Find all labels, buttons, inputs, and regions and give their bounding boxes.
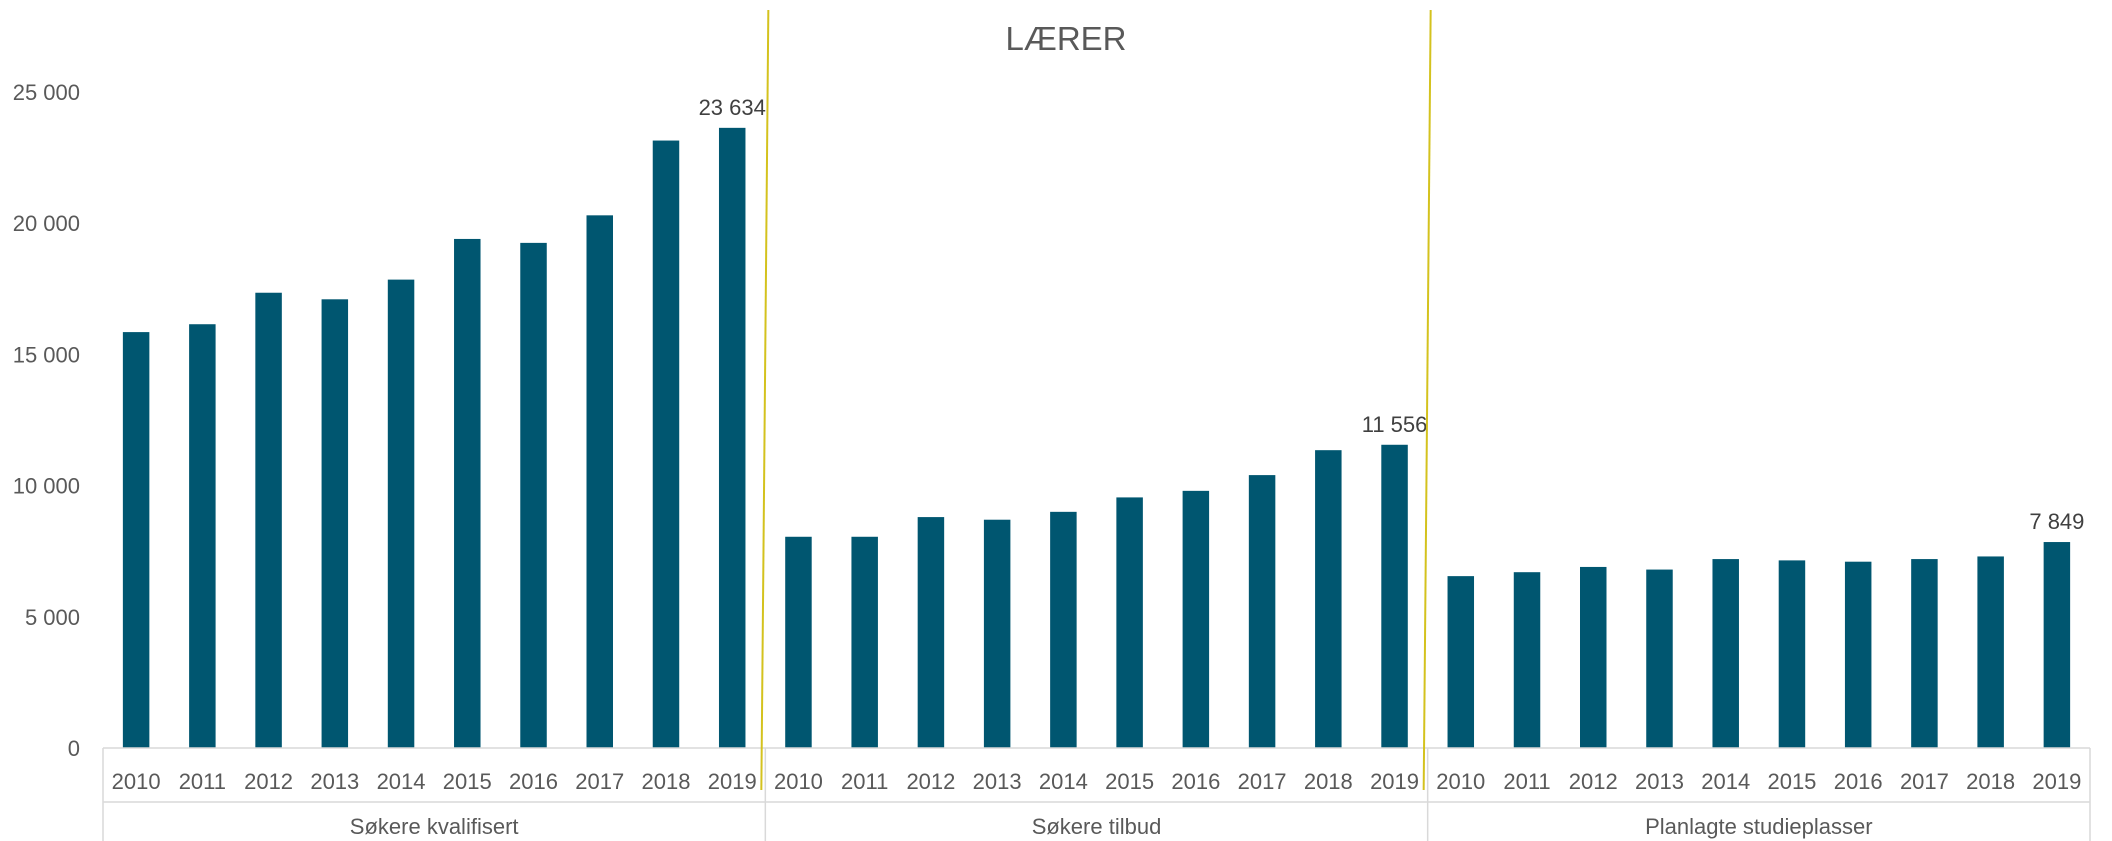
bar (1646, 569, 1673, 748)
x-tick-label: 2013 (973, 769, 1022, 794)
x-tick-label: 2016 (1834, 769, 1883, 794)
x-tick-label: 2011 (1503, 769, 1550, 794)
bar (1050, 511, 1077, 748)
bar (520, 242, 547, 748)
x-tick-label: 2012 (1569, 769, 1618, 794)
bars: 23 634 11 556 7 849 (122, 95, 2084, 748)
y-tick-label: 5 000 (25, 605, 80, 630)
group-dividers (760, 9, 1432, 791)
x-tick-label: 2011 (841, 769, 888, 794)
y-tick-label: 15 000 (13, 342, 80, 367)
bar (718, 127, 746, 748)
y-tick-label: 0 (68, 736, 80, 761)
x-tick-label: 2019 (1370, 769, 1419, 794)
data-label: 11 556 (1362, 412, 1428, 437)
y-tick-label: 25 000 (13, 80, 80, 105)
data-label: 23 634 (699, 95, 766, 120)
x-tick-label: 2014 (1701, 769, 1750, 794)
bar (785, 536, 812, 748)
group-label: Søkere tilbud (1032, 814, 1162, 839)
bar (1447, 576, 1475, 748)
bar (387, 279, 415, 748)
group-label: Søkere kvalifisert (350, 814, 519, 839)
y-tick-label: 20 000 (13, 211, 80, 236)
x-axis: 2010 2011 2012 2013 2014 2015 2016 2017 2018 2019… (102, 747, 2091, 841)
bar (1248, 475, 1276, 748)
group-divider-line (1422, 9, 1432, 791)
x-tick-label: 2015 (443, 769, 492, 794)
bar (586, 215, 613, 748)
x-tick-label: 2017 (1238, 769, 1287, 794)
x-tick-label: 2019 (708, 769, 757, 794)
y-axis: 0 5 000 10 000 15 000 20 000 25 000 (13, 80, 80, 761)
group-divider-line (760, 9, 770, 791)
bar (1116, 497, 1143, 748)
bar (917, 517, 945, 748)
x-tick-label: 2011 (179, 769, 226, 794)
group-label: Planlagte studieplasser (1645, 814, 1872, 839)
bar (1977, 556, 2004, 748)
x-tick-label: 2010 (774, 769, 823, 794)
bar (1182, 490, 1210, 748)
chart-title: LÆRER (1005, 20, 1126, 57)
bar (1911, 559, 1938, 748)
x-tick-label: 2013 (310, 769, 359, 794)
bar (1315, 450, 1342, 748)
y-tick-label: 10 000 (13, 474, 80, 499)
bar (122, 332, 150, 748)
x-tick-label: 2017 (1900, 769, 1949, 794)
bar (1580, 566, 1607, 748)
bar (983, 519, 1011, 748)
x-tick-label: 2010 (1436, 769, 1485, 794)
x-tick-label: 2012 (244, 769, 293, 794)
x-tick-label: 2010 (112, 769, 161, 794)
x-tick-label: 2014 (377, 769, 426, 794)
bar (652, 140, 680, 748)
x-tick-label: 2013 (1635, 769, 1684, 794)
bar (1712, 559, 1739, 748)
x-tick-label: 2015 (1767, 769, 1816, 794)
x-tick-label: 2019 (2032, 769, 2081, 794)
bar (1844, 561, 1872, 748)
bar (2043, 542, 2071, 748)
bar (1778, 560, 1806, 748)
x-tick-label: 2016 (1171, 769, 1220, 794)
bar (454, 238, 481, 748)
x-tick-label: 2017 (575, 769, 624, 794)
bar (189, 324, 216, 748)
x-tick-label: 2012 (906, 769, 955, 794)
bar (321, 299, 349, 748)
bar (255, 292, 282, 748)
bar (1381, 444, 1408, 748)
x-tick-label: 2016 (509, 769, 558, 794)
data-label: 7 849 (2029, 509, 2084, 534)
x-tick-label: 2018 (642, 769, 691, 794)
x-tick-label: 2015 (1105, 769, 1154, 794)
x-tick-label: 2014 (1039, 769, 1088, 794)
x-tick-label: 2018 (1304, 769, 1353, 794)
x-tick-label: 2018 (1966, 769, 2015, 794)
bar (1513, 572, 1541, 748)
bar (851, 536, 878, 748)
